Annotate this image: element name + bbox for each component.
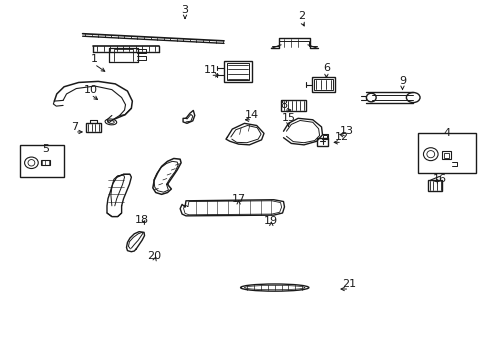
- Text: 16: 16: [432, 174, 446, 184]
- Text: 1: 1: [91, 54, 98, 64]
- Text: 9: 9: [398, 76, 405, 86]
- Bar: [314, 79, 332, 90]
- Bar: [281, 100, 306, 111]
- Text: 10: 10: [84, 85, 98, 95]
- Bar: [417, 133, 475, 173]
- Text: 13: 13: [339, 126, 353, 136]
- Text: 2: 2: [298, 12, 305, 22]
- Bar: [322, 135, 327, 138]
- Text: 20: 20: [147, 251, 161, 261]
- Bar: [224, 61, 252, 82]
- Text: 3: 3: [181, 5, 188, 15]
- Bar: [86, 123, 101, 132]
- Text: 14: 14: [245, 110, 259, 120]
- Bar: [41, 159, 50, 165]
- Text: 21: 21: [342, 279, 356, 289]
- Text: 6: 6: [322, 63, 329, 73]
- Bar: [442, 151, 450, 159]
- Text: 4: 4: [443, 128, 449, 138]
- Text: 11: 11: [203, 65, 217, 75]
- Text: 15: 15: [281, 113, 295, 123]
- Text: 19: 19: [264, 216, 278, 226]
- Text: 7: 7: [71, 122, 78, 132]
- Text: 17: 17: [231, 194, 245, 204]
- Text: 8: 8: [279, 100, 286, 110]
- Bar: [20, 145, 64, 177]
- Bar: [427, 180, 442, 191]
- Bar: [226, 63, 249, 80]
- Text: 12: 12: [334, 132, 348, 142]
- Text: 18: 18: [135, 215, 149, 225]
- Bar: [316, 138, 328, 145]
- Text: 5: 5: [42, 144, 49, 154]
- Bar: [311, 77, 334, 92]
- Bar: [444, 153, 448, 158]
